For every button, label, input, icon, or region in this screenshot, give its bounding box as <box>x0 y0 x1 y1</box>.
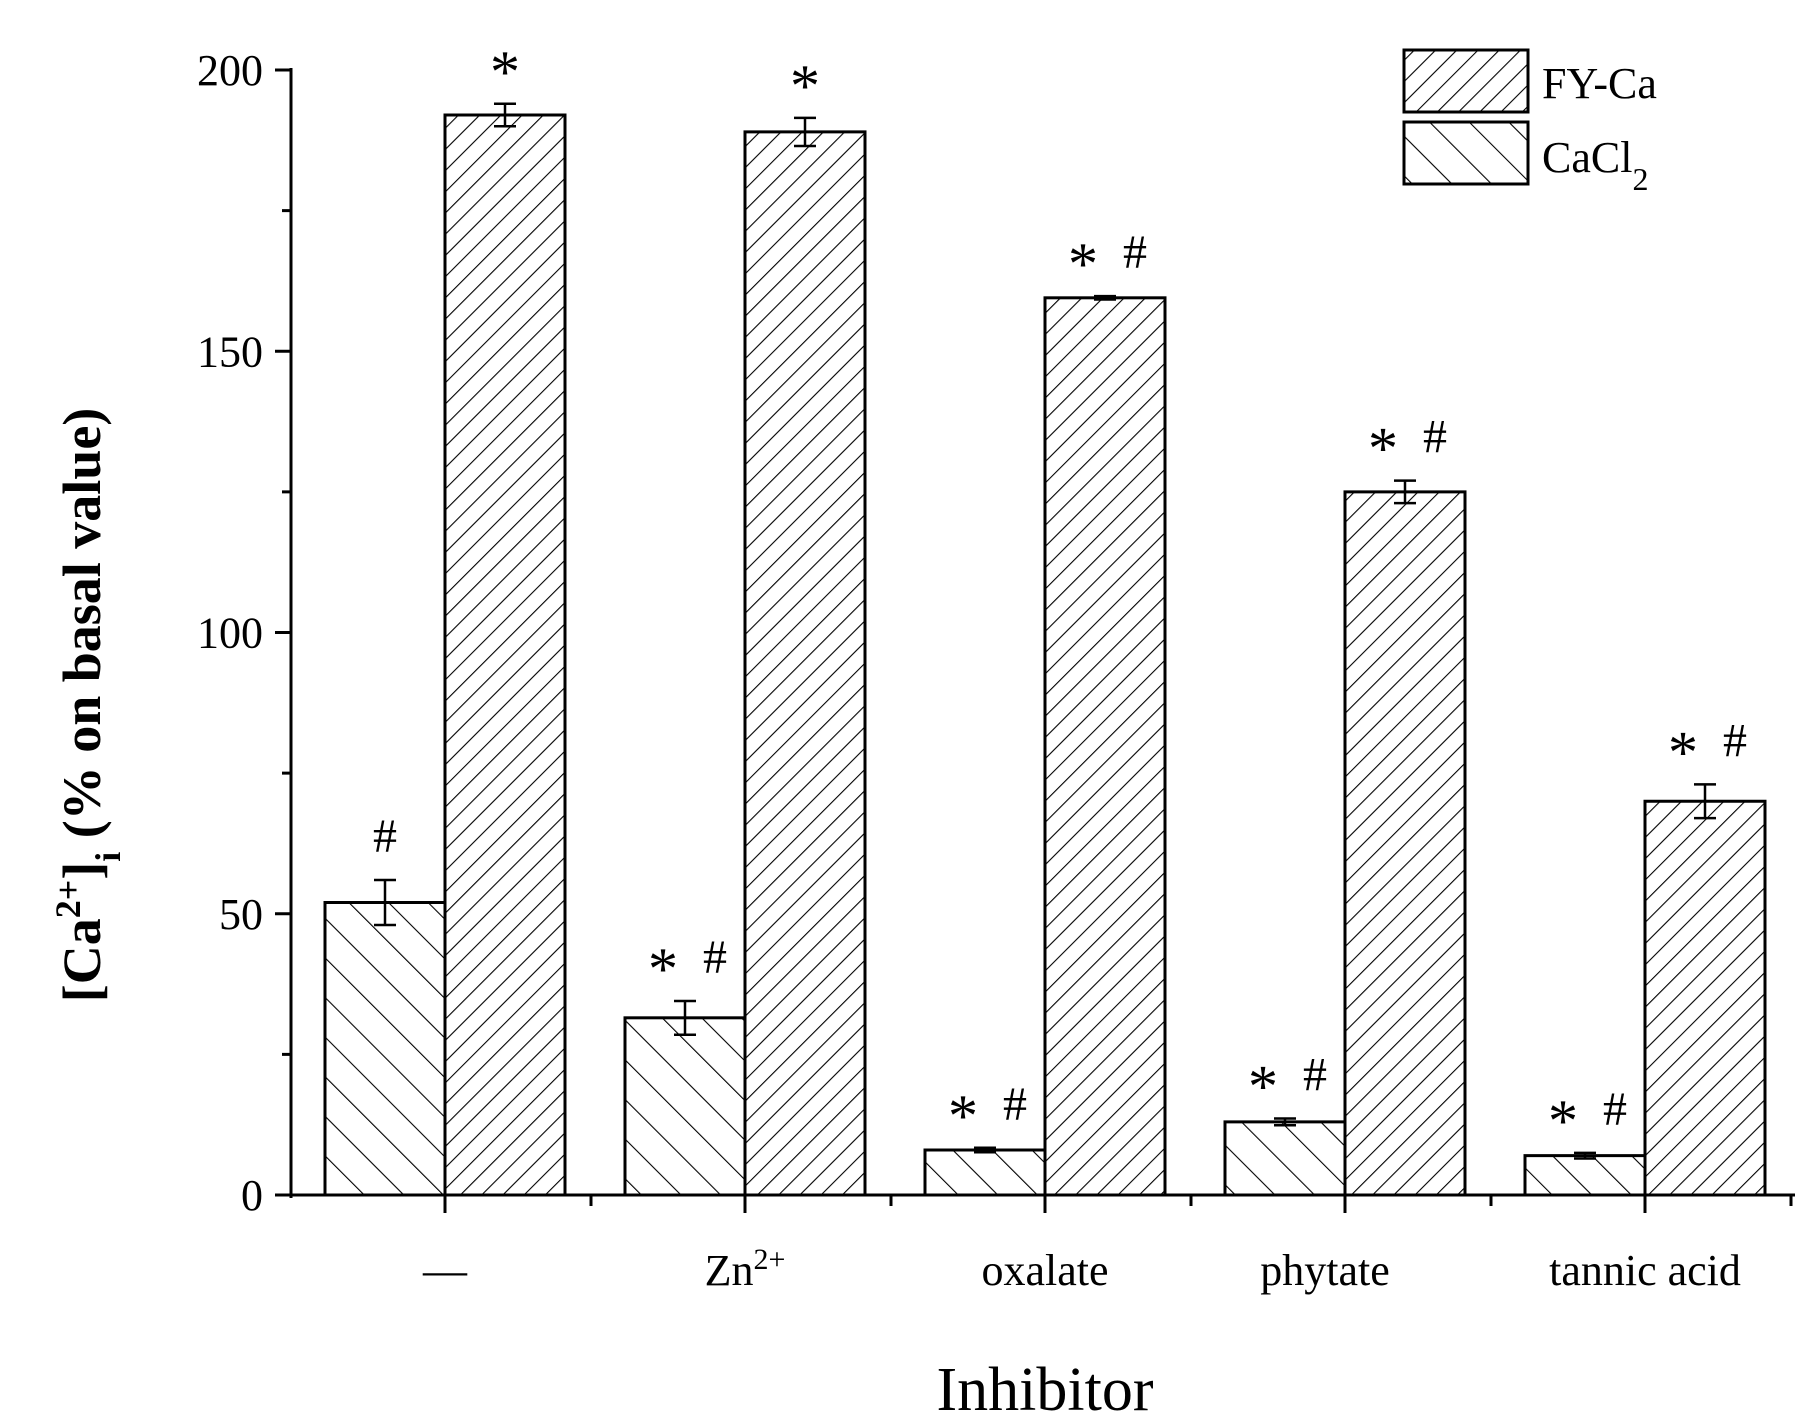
y-tick-label: 150 <box>197 327 263 376</box>
annotation-star: * <box>1548 1088 1578 1154</box>
x-category-label: tannic acid <box>1549 1246 1741 1295</box>
x-category-label: phytate <box>1260 1246 1390 1295</box>
bar-fy-ca <box>743 130 867 1197</box>
bar-cacl2 <box>323 901 447 1197</box>
y-axis: 0 50 100 150 200 <box>197 46 293 1220</box>
annotation-hash: # <box>1423 411 1447 464</box>
annotations: # * * # * * # * # * # * # * # * # <box>373 39 1747 1154</box>
annotation-star: * <box>648 936 678 1002</box>
annotation-hash: # <box>703 931 727 984</box>
x-category-label: oxalate <box>981 1246 1108 1295</box>
x-category-label: — <box>422 1246 468 1295</box>
annotation-star: * <box>490 39 520 105</box>
bar-cacl2 <box>1523 1154 1647 1197</box>
y-axis-label: [Ca2+]i (% on basal value) <box>48 408 128 1003</box>
legend-swatch-cacl2 <box>1402 120 1530 186</box>
annotation-hash: # <box>1003 1078 1027 1131</box>
annotation-star: * <box>948 1083 978 1149</box>
y-tick-label: 50 <box>219 890 263 939</box>
legend-swatch-fy-ca <box>1402 48 1530 114</box>
bar-fy-ca <box>1043 296 1167 1197</box>
legend: FY-Ca CaCl2 <box>1402 48 1657 197</box>
annotation-star: * <box>1248 1054 1278 1120</box>
annotation-hash: # <box>1123 226 1147 279</box>
y-tick-label: 0 <box>241 1171 263 1220</box>
x-category-label: Zn2+ <box>705 1243 786 1296</box>
annotation-hash: # <box>1723 714 1747 767</box>
annotation-star: * <box>1668 719 1698 785</box>
x-axis-label: Inhibitor <box>937 1356 1154 1422</box>
y-tick-label: 200 <box>197 46 263 95</box>
x-axis: — Zn2+ oxalate phytate tannic acid <box>289 1193 1795 1296</box>
annotation-hash: # <box>373 810 397 863</box>
annotation-star: * <box>1068 231 1098 297</box>
bar-cacl2 <box>623 1016 747 1197</box>
y-tick-label: 100 <box>197 609 263 658</box>
bar-fy-ca <box>1343 490 1467 1197</box>
bar-cacl2 <box>923 1148 1047 1197</box>
annotation-star: * <box>1368 416 1398 482</box>
annotation-star: * <box>790 53 820 119</box>
bar-fy-ca <box>443 113 567 1197</box>
annotation-hash: # <box>1303 1049 1327 1102</box>
legend-label-cacl2: CaCl2 <box>1542 133 1648 197</box>
bar-cacl2 <box>1223 1120 1347 1197</box>
bar-fy-ca <box>1643 799 1767 1197</box>
annotation-hash: # <box>1603 1083 1627 1136</box>
bars <box>323 102 1767 1197</box>
legend-label-fy-ca: FY-Ca <box>1542 59 1657 108</box>
